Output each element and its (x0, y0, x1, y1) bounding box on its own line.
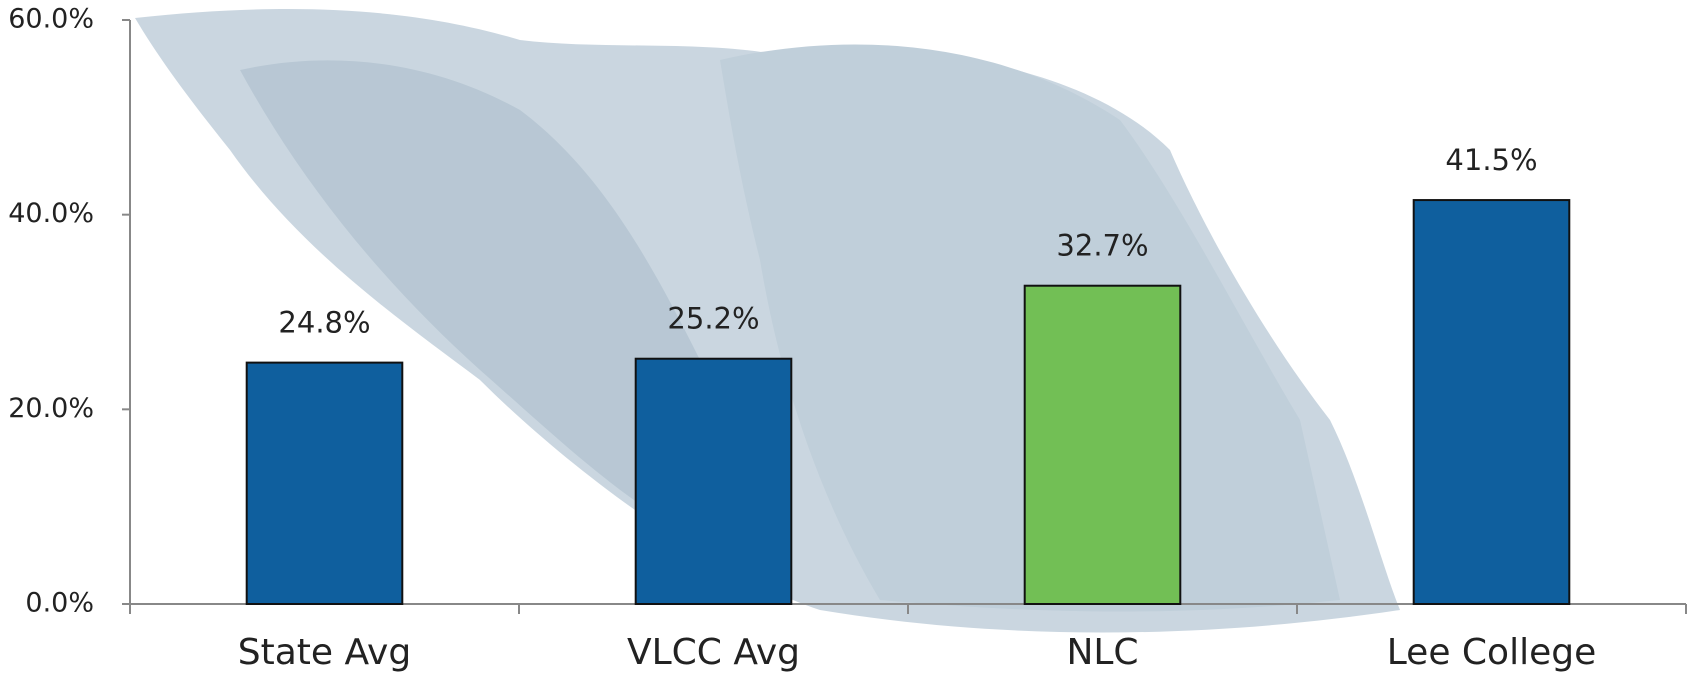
data-label: 32.7% (1056, 229, 1148, 263)
data-label: 25.2% (667, 302, 759, 336)
y-tick-label: 0.0% (25, 588, 94, 619)
data-label: 41.5% (1445, 143, 1537, 177)
bar (1412, 199, 1571, 605)
x-tick-label: VLCC Avg (627, 632, 800, 673)
y-tick-label: 60.0% (8, 4, 94, 35)
x-tick-label: State Avg (238, 632, 411, 673)
x-tick-label: Lee College (1387, 632, 1596, 673)
data-label: 24.8% (278, 306, 370, 340)
x-tick-label: NLC (1066, 632, 1138, 673)
y-tick-label: 20.0% (8, 393, 94, 424)
y-tick-label: 40.0% (8, 198, 94, 229)
bar (1023, 284, 1182, 605)
bar (245, 361, 404, 606)
bar (634, 357, 793, 605)
